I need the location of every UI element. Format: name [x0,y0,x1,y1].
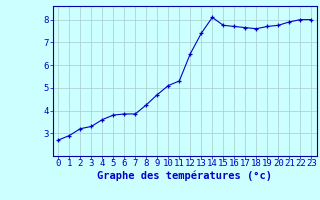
X-axis label: Graphe des températures (°c): Graphe des températures (°c) [97,171,272,181]
